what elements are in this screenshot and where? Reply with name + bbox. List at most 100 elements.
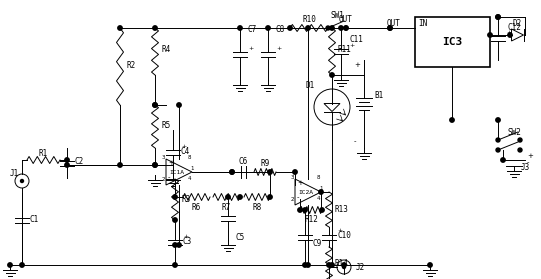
Circle shape — [118, 163, 122, 167]
Circle shape — [230, 170, 234, 174]
Circle shape — [298, 208, 302, 212]
Text: 4: 4 — [317, 196, 320, 201]
Circle shape — [173, 218, 177, 222]
Text: -: - — [297, 194, 300, 200]
Text: R8: R8 — [252, 203, 262, 211]
Text: R14: R14 — [334, 259, 348, 268]
Circle shape — [518, 138, 522, 142]
Text: C8: C8 — [275, 25, 285, 35]
Text: C9: C9 — [312, 239, 322, 247]
Text: R11: R11 — [337, 45, 351, 54]
Text: R3: R3 — [181, 196, 190, 205]
Circle shape — [501, 158, 505, 162]
Text: C5: C5 — [235, 234, 245, 242]
Text: 8: 8 — [317, 175, 320, 180]
Circle shape — [339, 26, 343, 30]
Bar — [415, 17, 490, 67]
Circle shape — [306, 26, 310, 30]
Circle shape — [342, 266, 346, 268]
Circle shape — [344, 26, 348, 30]
Text: +: + — [297, 180, 303, 186]
Circle shape — [388, 26, 392, 30]
Text: OUT: OUT — [387, 19, 401, 28]
Text: 1: 1 — [190, 166, 194, 171]
Text: C1: C1 — [29, 215, 38, 225]
Text: R12: R12 — [304, 215, 318, 223]
Text: 4: 4 — [188, 176, 192, 181]
Circle shape — [153, 103, 157, 107]
Circle shape — [330, 263, 334, 267]
Text: C4: C4 — [180, 148, 190, 157]
Circle shape — [173, 243, 177, 247]
Circle shape — [496, 15, 500, 19]
Circle shape — [303, 208, 307, 212]
Circle shape — [496, 118, 500, 122]
Circle shape — [65, 158, 69, 162]
Text: +: + — [338, 229, 343, 234]
Text: +: + — [248, 45, 254, 50]
Text: +: + — [527, 153, 533, 159]
Circle shape — [488, 33, 492, 37]
Circle shape — [293, 170, 297, 174]
Circle shape — [320, 208, 324, 212]
Text: R13: R13 — [334, 205, 348, 213]
Circle shape — [118, 26, 122, 30]
Text: J2: J2 — [355, 263, 365, 271]
Circle shape — [266, 26, 270, 30]
Circle shape — [238, 26, 242, 30]
Circle shape — [153, 163, 157, 167]
Circle shape — [173, 263, 177, 267]
Text: IC2A: IC2A — [298, 191, 313, 196]
Text: +: + — [349, 43, 355, 48]
Text: IN: IN — [418, 19, 427, 28]
Circle shape — [326, 26, 330, 30]
Text: R2: R2 — [127, 61, 136, 69]
Circle shape — [177, 103, 181, 107]
Circle shape — [21, 179, 23, 182]
Text: +: + — [506, 30, 512, 35]
Text: 3: 3 — [291, 175, 294, 180]
Text: SW1: SW1 — [330, 11, 344, 20]
Circle shape — [230, 170, 234, 174]
Circle shape — [428, 263, 432, 267]
Text: +: + — [276, 45, 282, 50]
Circle shape — [342, 263, 346, 267]
Text: -: - — [168, 174, 170, 180]
Circle shape — [330, 73, 334, 77]
Circle shape — [173, 195, 177, 199]
Text: OUT: OUT — [339, 15, 353, 24]
Circle shape — [8, 263, 12, 267]
Text: D2: D2 — [512, 20, 522, 28]
Text: B1: B1 — [374, 90, 383, 100]
Text: R10: R10 — [302, 16, 316, 25]
Circle shape — [303, 263, 307, 267]
Text: IC3: IC3 — [442, 37, 462, 47]
Text: 3: 3 — [162, 155, 166, 160]
Text: +: + — [183, 234, 189, 239]
Text: IC1A: IC1A — [169, 170, 184, 175]
Text: C3: C3 — [182, 237, 192, 247]
Circle shape — [268, 195, 272, 199]
Circle shape — [268, 170, 272, 174]
Text: -: - — [527, 159, 530, 165]
Text: C2: C2 — [74, 158, 84, 167]
Circle shape — [153, 163, 157, 167]
Text: C11: C11 — [349, 35, 363, 44]
Text: R7: R7 — [221, 203, 230, 211]
Circle shape — [319, 190, 323, 194]
Circle shape — [508, 33, 512, 37]
Text: 1: 1 — [319, 186, 322, 191]
Circle shape — [20, 263, 24, 267]
Text: 2: 2 — [291, 197, 294, 202]
Text: R9: R9 — [260, 158, 269, 167]
Text: SW2: SW2 — [508, 128, 522, 137]
Circle shape — [153, 26, 157, 30]
Circle shape — [496, 15, 500, 19]
Text: C10: C10 — [337, 232, 351, 240]
Text: -: - — [354, 138, 357, 144]
Circle shape — [330, 26, 334, 30]
Circle shape — [306, 263, 310, 267]
Text: J3: J3 — [521, 163, 530, 172]
Text: R5: R5 — [161, 121, 170, 129]
Circle shape — [518, 148, 522, 152]
